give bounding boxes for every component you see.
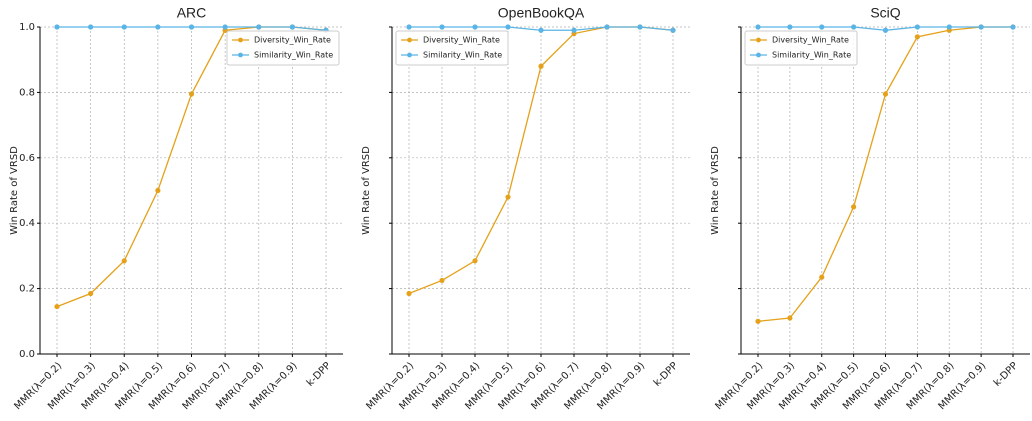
data-point: [946, 24, 952, 30]
data-point: [670, 27, 676, 33]
y-tick-label: 0.8: [19, 87, 35, 98]
data-point: [472, 258, 478, 264]
data-point: [571, 27, 577, 33]
data-point: [755, 24, 761, 30]
data-point: [505, 194, 511, 200]
data-point: [787, 315, 793, 321]
data-point: [978, 24, 984, 30]
y-tick-label: 0.2: [19, 284, 35, 295]
x-tick-label: k-DPP: [652, 360, 680, 388]
legend-marker: [756, 37, 761, 43]
data-point: [851, 204, 857, 210]
data-point: [439, 277, 445, 284]
legend-marker: [238, 52, 243, 58]
legend-label: Diversity_Win_Rate: [772, 36, 849, 45]
data-point: [604, 24, 610, 30]
y-axis-label: Win Rate of VRSD: [361, 146, 372, 235]
y-axis-label: Win Rate of VRSD: [710, 146, 721, 235]
legend-marker: [407, 52, 412, 58]
legend-marker: [407, 37, 412, 43]
data-point: [406, 290, 412, 297]
legend-label: Similarity_Win_Rate: [254, 51, 333, 60]
chart-title: SciQ: [870, 5, 900, 21]
data-point: [54, 303, 60, 310]
x-tick-label: k-DPP: [992, 360, 1020, 388]
data-point: [88, 24, 94, 30]
data-point: [882, 91, 889, 97]
data-point: [88, 290, 94, 297]
x-tick-label: k-DPP: [305, 360, 333, 388]
data-point: [121, 24, 127, 30]
y-tick-label: 1.0: [19, 22, 35, 33]
legend-label: Similarity_Win_Rate: [772, 51, 851, 60]
data-point: [472, 24, 478, 30]
data-point: [256, 24, 262, 30]
data-point: [505, 24, 511, 30]
data-point: [155, 24, 161, 30]
data-point: [787, 24, 793, 30]
legend-box: [395, 30, 509, 66]
chart-title: OpenBookQA: [498, 5, 585, 21]
data-point: [121, 258, 127, 264]
data-point: [1010, 24, 1016, 30]
data-point: [538, 27, 544, 33]
data-point: [54, 24, 60, 30]
data-point: [755, 318, 761, 324]
data-point: [882, 27, 889, 33]
data-point: [851, 24, 857, 30]
legend-box: [226, 30, 340, 66]
legend-marker: [238, 37, 243, 43]
data-point: [289, 24, 295, 30]
y-tick-label: 0.4: [19, 218, 35, 229]
legend-label: Diversity_Win_Rate: [423, 36, 500, 45]
y-tick-label: 0.0: [19, 349, 35, 360]
data-point: [222, 24, 228, 30]
data-point: [439, 24, 445, 30]
data-point: [188, 91, 195, 97]
y-tick-label: 0.6: [19, 153, 35, 164]
data-point: [637, 24, 643, 30]
legend-label: Similarity_Win_Rate: [423, 51, 502, 60]
legend-label: Diversity_Win_Rate: [254, 36, 331, 45]
data-point: [538, 63, 544, 69]
data-point: [819, 24, 825, 30]
data-point: [914, 24, 920, 30]
data-point: [914, 34, 920, 40]
legend-marker: [756, 52, 761, 58]
data-point: [406, 24, 412, 30]
y-axis-label: Win Rate of VRSD: [9, 146, 20, 235]
data-point: [188, 24, 195, 30]
data-point: [819, 274, 825, 280]
data-point: [155, 187, 161, 194]
legend-box: [744, 30, 858, 66]
chart-title: ARC: [177, 5, 207, 21]
